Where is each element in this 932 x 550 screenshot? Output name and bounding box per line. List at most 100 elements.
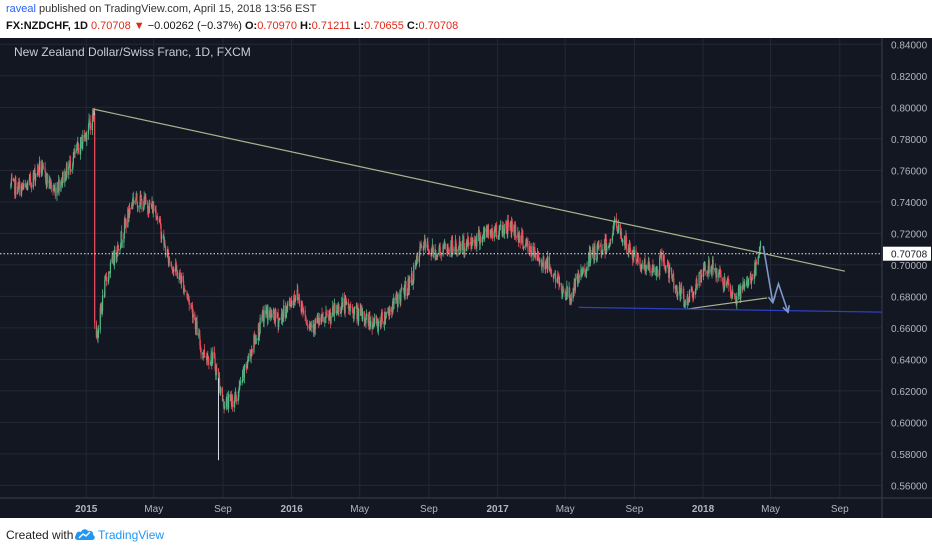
candle-body xyxy=(284,305,287,318)
candle-body xyxy=(712,259,714,270)
candle-body xyxy=(22,187,24,189)
candle-body xyxy=(511,221,513,232)
price-axis[interactable]: 0.84000 0.82000 0.80000 0.78000 0.76000 0.740… xyxy=(881,38,932,518)
candle-body xyxy=(427,241,429,250)
candle-body xyxy=(238,385,240,391)
candle-body xyxy=(160,224,162,239)
candle-body xyxy=(332,306,334,316)
candle-body xyxy=(171,267,173,271)
candle-body xyxy=(578,273,580,278)
price-axis-background xyxy=(882,38,932,518)
candle-body xyxy=(90,124,92,131)
candle-body xyxy=(448,250,450,252)
candle-body xyxy=(354,306,356,309)
candle-body xyxy=(251,349,253,353)
candle-body xyxy=(673,278,675,289)
candle-body xyxy=(625,236,628,249)
candle-body xyxy=(451,240,454,249)
candle-body xyxy=(639,257,641,266)
candle-body xyxy=(127,208,129,227)
candle-body xyxy=(392,299,394,312)
candle-body xyxy=(706,273,709,275)
candle-body xyxy=(207,355,209,364)
candle-body xyxy=(233,401,235,408)
candle-body xyxy=(419,246,421,252)
candle-body xyxy=(302,310,305,312)
forecast-arrowhead xyxy=(767,295,776,305)
candle-body xyxy=(263,310,265,323)
chart-area[interactable]: 0.84000 0.82000 0.80000 0.78000 0.76000 0.740… xyxy=(0,38,932,518)
candle-body xyxy=(606,246,608,252)
candle-body xyxy=(550,269,552,275)
candle-body xyxy=(703,266,705,269)
candle-body xyxy=(476,235,478,247)
candle-body xyxy=(175,263,177,271)
candle-body xyxy=(498,226,500,236)
candle-body xyxy=(424,239,426,245)
candle-body xyxy=(195,323,197,330)
candle-body xyxy=(192,313,194,318)
candle-body xyxy=(245,364,247,368)
tradingview-brand[interactable]: TradingView xyxy=(98,528,165,542)
close-label: C: xyxy=(406,20,419,32)
candle-body xyxy=(128,208,131,214)
candle-body xyxy=(458,246,460,251)
x-tick-label: 2018 xyxy=(692,504,715,515)
candle-body xyxy=(81,137,83,149)
candle-body xyxy=(166,253,168,256)
candle-body xyxy=(554,273,557,283)
candle-body xyxy=(222,399,225,407)
candle-body xyxy=(690,289,692,291)
candle-body xyxy=(116,255,118,260)
candle-body xyxy=(549,268,552,270)
candle-body xyxy=(344,299,346,313)
candle-body xyxy=(273,309,275,318)
candle-body xyxy=(482,235,484,238)
candle-body xyxy=(172,268,175,272)
down-triangle-icon: ▼ xyxy=(133,20,145,32)
candle-body xyxy=(581,274,583,277)
tradingview-cloud-icon[interactable] xyxy=(74,526,96,542)
candle-body xyxy=(596,245,598,259)
candle-body xyxy=(700,274,702,283)
x-tick-label: May xyxy=(556,504,575,515)
candle-body xyxy=(683,302,686,308)
candle-body xyxy=(107,280,109,282)
candle-body xyxy=(84,134,86,138)
candle-body xyxy=(560,282,562,286)
candle-body xyxy=(305,320,307,324)
candle-body xyxy=(188,299,190,306)
candle-body xyxy=(143,196,145,208)
candle-body xyxy=(225,398,227,408)
candle-body xyxy=(226,397,229,405)
candle-body xyxy=(53,189,55,191)
candle-body xyxy=(405,281,407,297)
candle-body xyxy=(188,295,190,300)
candle-body xyxy=(641,265,643,267)
candle-body xyxy=(526,240,528,244)
candle-body xyxy=(609,245,611,246)
candle-body xyxy=(612,227,615,232)
candle-body xyxy=(507,220,509,227)
candle-body xyxy=(744,284,746,288)
time-axis[interactable]: 2015 May Sep 2016 May Sep 2017 May Sep 2018 May Sep xyxy=(0,497,932,515)
candle-body xyxy=(168,257,171,262)
candle-body xyxy=(608,245,610,247)
candle-body xyxy=(649,271,651,273)
candle-body xyxy=(467,237,469,244)
candle-body xyxy=(740,285,742,299)
candle-body xyxy=(44,167,46,173)
candle-body xyxy=(633,250,635,256)
candle-body xyxy=(196,321,198,336)
candle-body xyxy=(448,249,450,251)
candle-body xyxy=(586,266,588,271)
candle-body xyxy=(128,213,130,217)
symbol-label[interactable]: FX:NZDCHF, 1D xyxy=(6,20,88,32)
author-link[interactable]: raveal xyxy=(6,3,36,15)
candle-body xyxy=(544,262,547,270)
candle-body xyxy=(397,293,399,307)
candle-body xyxy=(237,397,239,402)
candle-body xyxy=(438,247,440,255)
candle-body xyxy=(470,242,472,245)
price-chart[interactable]: 0.84000 0.82000 0.80000 0.78000 0.76000 0.740… xyxy=(0,38,932,518)
